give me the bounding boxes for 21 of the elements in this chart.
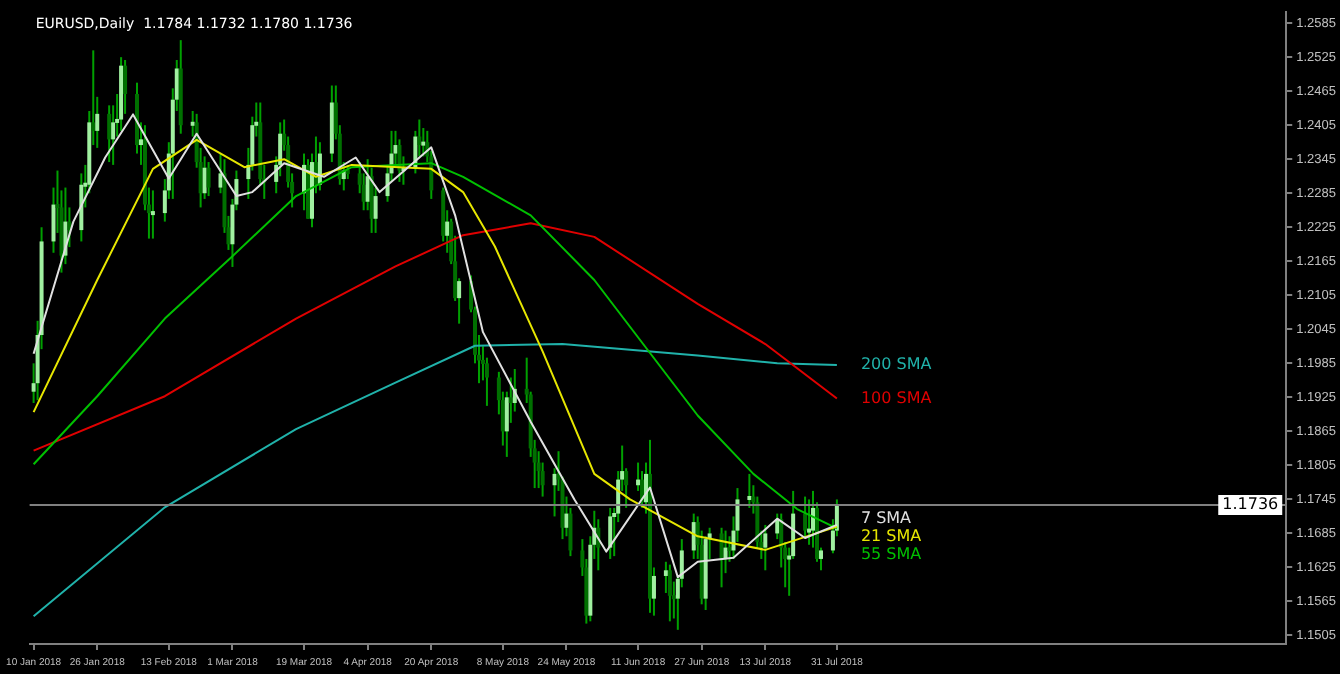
candlestick [608, 506, 613, 560]
candlestick [747, 472, 752, 509]
series-label: 200 SMA [860, 355, 933, 374]
candlestick [803, 495, 808, 538]
candlestick [807, 498, 812, 546]
candlestick [691, 512, 696, 560]
candlestick [202, 155, 207, 200]
candlestick [421, 127, 426, 158]
candlestick [667, 563, 672, 623]
series-label: 100 SMA [860, 388, 933, 407]
candlestick [719, 526, 724, 589]
series-label: 55 SMA [860, 544, 923, 563]
candlestick [369, 166, 374, 234]
candlestick [107, 104, 112, 164]
candlestick [206, 161, 211, 198]
candlestick [763, 523, 768, 572]
series-label: 7 SMA [860, 508, 913, 527]
candlestick [79, 172, 84, 243]
ref-line-label: 1.1736 [1222, 495, 1279, 514]
candlestick [150, 189, 155, 240]
series-label: 21 SMA [860, 526, 923, 545]
